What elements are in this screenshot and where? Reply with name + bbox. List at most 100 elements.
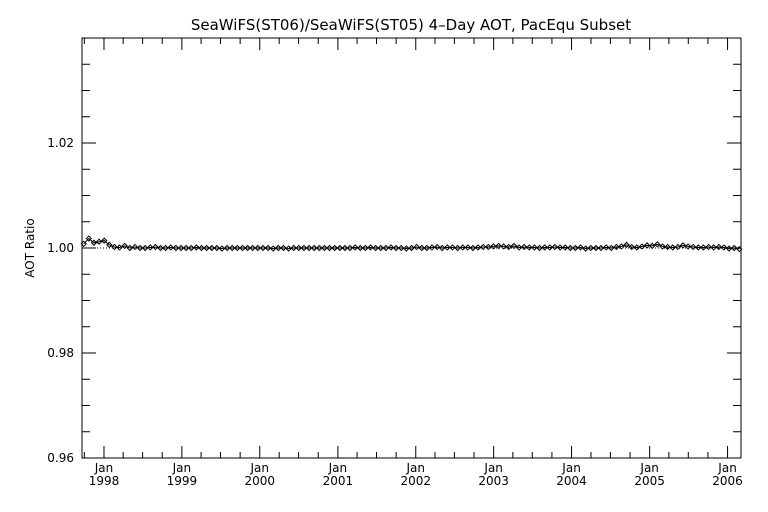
data-point bbox=[541, 244, 548, 251]
data-point bbox=[582, 245, 589, 252]
data-point bbox=[408, 244, 415, 252]
data-point bbox=[587, 244, 594, 252]
data-point bbox=[346, 244, 354, 252]
data-point bbox=[715, 243, 723, 251]
data-point bbox=[469, 244, 477, 252]
data-point bbox=[495, 242, 502, 250]
data-point bbox=[259, 244, 267, 252]
data-point bbox=[623, 241, 630, 249]
data-point bbox=[597, 244, 605, 252]
data-point bbox=[362, 244, 369, 252]
data-point bbox=[351, 244, 359, 251]
data-point bbox=[649, 242, 656, 250]
data-point bbox=[510, 242, 518, 250]
data-point bbox=[474, 244, 482, 251]
x-tick-year: 2005 bbox=[634, 474, 665, 488]
data-point bbox=[100, 237, 108, 244]
y-axis-label: AOT Ratio bbox=[23, 218, 37, 277]
data-point bbox=[695, 244, 702, 251]
data-point bbox=[618, 243, 625, 250]
data-point bbox=[305, 244, 313, 252]
y-tick-label: 0.98 bbox=[47, 346, 74, 360]
data-point bbox=[80, 240, 87, 248]
data-point bbox=[131, 243, 139, 251]
data-point bbox=[111, 243, 118, 251]
data-point bbox=[193, 244, 200, 251]
data-point bbox=[638, 243, 646, 250]
data-point bbox=[90, 239, 98, 246]
data-point bbox=[367, 244, 374, 251]
data-point bbox=[515, 244, 523, 251]
data-point bbox=[413, 243, 420, 251]
data-point bbox=[526, 244, 533, 251]
data-point bbox=[459, 244, 466, 251]
x-tick-month: Jan bbox=[639, 461, 659, 475]
x-tick-year: 1999 bbox=[167, 474, 198, 488]
data-point bbox=[628, 243, 635, 251]
data-point bbox=[147, 244, 154, 251]
data-point bbox=[182, 244, 190, 252]
data-point bbox=[198, 244, 205, 252]
data-point bbox=[449, 244, 456, 251]
data-point bbox=[643, 242, 651, 249]
data-point bbox=[520, 243, 528, 251]
x-tick-month: Jan bbox=[328, 461, 348, 475]
data-point bbox=[454, 244, 461, 252]
data-point bbox=[439, 244, 446, 252]
data-point bbox=[567, 244, 574, 252]
data-point bbox=[157, 244, 164, 252]
data-point bbox=[239, 244, 246, 252]
data-point bbox=[229, 244, 236, 252]
chart-title: SeaWiFS(ST06)/SeaWiFS(ST05) 4–Day AOT, P… bbox=[191, 16, 631, 34]
data-point bbox=[654, 241, 661, 248]
data-point bbox=[684, 243, 692, 250]
data-point bbox=[321, 244, 328, 252]
data-point bbox=[295, 244, 303, 252]
data-point bbox=[428, 244, 436, 251]
data-point bbox=[710, 244, 717, 251]
data-point bbox=[669, 244, 676, 251]
data-point bbox=[485, 243, 492, 251]
data-point bbox=[689, 243, 697, 251]
data-point bbox=[270, 245, 277, 252]
data-point bbox=[357, 244, 364, 252]
data-point bbox=[336, 244, 344, 252]
data-point bbox=[300, 244, 308, 252]
data-point bbox=[444, 244, 451, 251]
data-point bbox=[674, 243, 682, 251]
data-point bbox=[85, 235, 93, 242]
data-point bbox=[249, 244, 256, 252]
y-tick-label: 0.96 bbox=[47, 451, 74, 465]
x-tick-year: 2003 bbox=[478, 474, 509, 488]
data-point bbox=[720, 244, 728, 251]
data-point bbox=[382, 244, 390, 252]
data-point bbox=[736, 245, 743, 253]
data-point bbox=[577, 244, 584, 251]
data-point bbox=[244, 244, 251, 252]
data-point bbox=[700, 244, 707, 251]
data-point bbox=[188, 244, 195, 252]
data-point bbox=[536, 244, 543, 252]
x-tick-month: Jan bbox=[250, 461, 270, 475]
data-point bbox=[659, 243, 666, 250]
x-tick-year: 1998 bbox=[89, 474, 120, 488]
data-point bbox=[316, 244, 323, 252]
data-point bbox=[290, 244, 297, 252]
y-tick-label: 1.00 bbox=[47, 241, 74, 255]
data-point bbox=[331, 244, 338, 252]
data-point bbox=[531, 244, 538, 251]
data-point bbox=[602, 244, 610, 251]
data-point bbox=[556, 244, 564, 251]
data-point bbox=[275, 244, 282, 252]
data-point bbox=[372, 244, 379, 252]
data-point bbox=[500, 243, 507, 250]
data-point bbox=[106, 241, 113, 249]
plot-area: 0.960.981.001.02Jan1998Jan1999Jan2000Jan… bbox=[47, 37, 743, 488]
x-tick-month: Jan bbox=[94, 461, 114, 475]
x-tick-year: 2002 bbox=[400, 474, 431, 488]
data-point bbox=[551, 243, 559, 251]
data-point bbox=[218, 245, 226, 252]
data-point bbox=[664, 243, 671, 251]
data-point bbox=[254, 244, 262, 252]
data-point bbox=[95, 238, 103, 245]
